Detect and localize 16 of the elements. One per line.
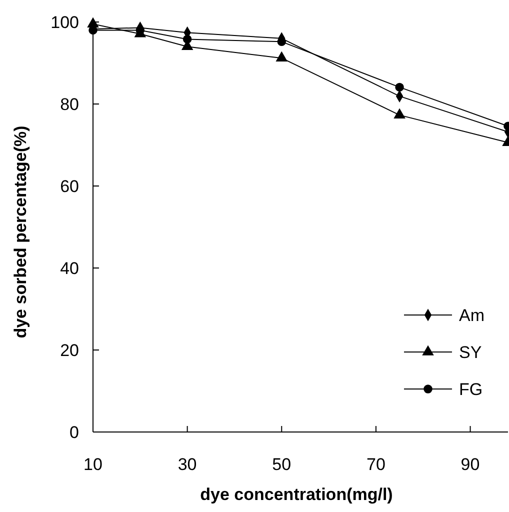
x-tick-label: 10 (84, 455, 102, 474)
y-axis-title: dye sorbed percentage(%) (11, 126, 30, 338)
legend-label: Am (459, 306, 484, 325)
y-tick-label: 20 (60, 341, 79, 360)
x-tick-label: 30 (178, 455, 197, 474)
y-tick-label: 0 (70, 423, 79, 442)
legend-label: FG (459, 380, 483, 399)
legend-label: SY (459, 343, 482, 362)
y-tick-label: 80 (60, 95, 79, 114)
x-axis-title: dye concentration(mg/l) (200, 485, 393, 504)
x-tick-label: 70 (366, 455, 386, 474)
y-tick-label: 100 (50, 13, 79, 32)
x-tick-label: 90 (460, 455, 480, 474)
y-tick-label: 40 (60, 259, 79, 278)
x-tick-label: 50 (272, 455, 292, 474)
y-tick-label: 60 (60, 177, 79, 196)
